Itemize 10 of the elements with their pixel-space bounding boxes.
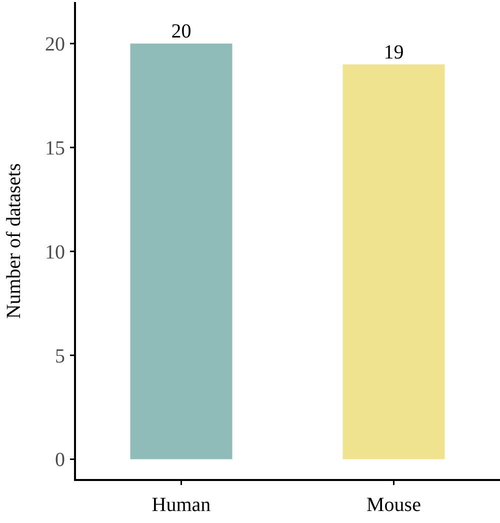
data-label: 20 xyxy=(171,20,192,43)
x-tick-label: Human xyxy=(152,494,211,516)
y-tick-label: 5 xyxy=(55,345,65,368)
y-tick-label: 20 xyxy=(45,34,65,56)
x-tick-label: Mouse xyxy=(366,494,422,516)
data-label: 19 xyxy=(384,41,404,64)
y-tick-label: 15 xyxy=(45,137,65,160)
y-axis-title: Number of datasets xyxy=(3,163,25,319)
y-tick-label: 10 xyxy=(45,241,65,264)
y-tick-label: 0 xyxy=(55,449,65,472)
